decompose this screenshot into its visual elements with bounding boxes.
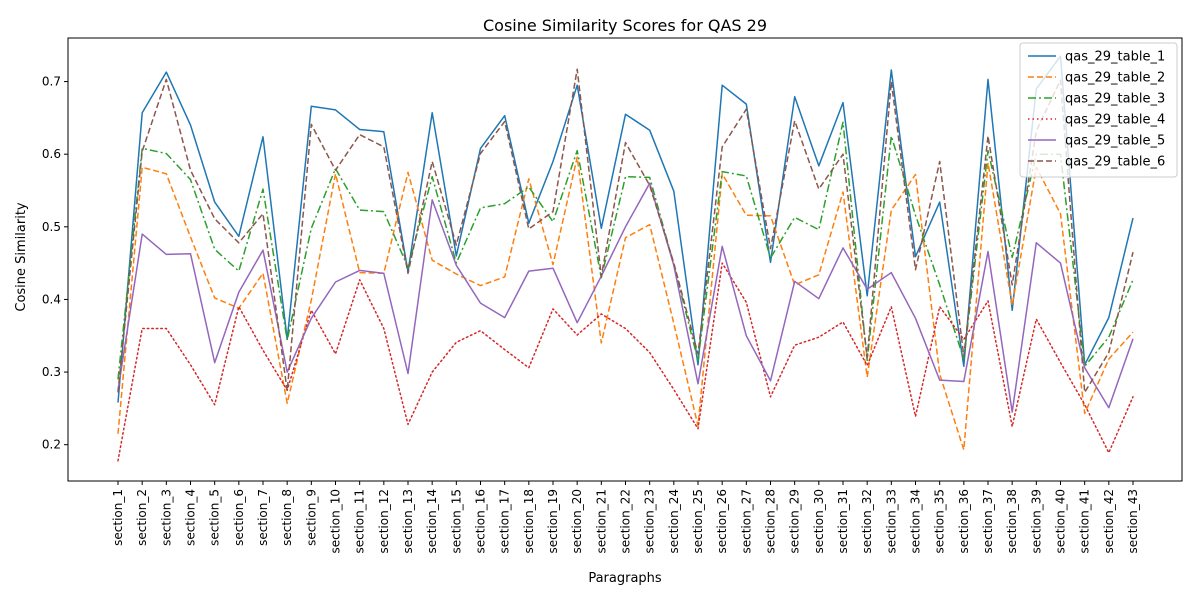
- series-line-qas_29_table_1: [117, 55, 1134, 403]
- series-line-qas_29_table_3: [117, 121, 1134, 380]
- x-tick-label: section_3: [159, 489, 173, 546]
- x-axis-label: Paragraphs: [588, 571, 662, 586]
- x-axis: section_1 section_2 section_3 section_4 sect…: [111, 481, 1140, 554]
- legend-label: qas_29_table_2: [1065, 71, 1165, 86]
- plot-frame: [67, 37, 1183, 482]
- plot-area: [117, 55, 1134, 462]
- x-tick-label: section_5: [208, 489, 222, 546]
- y-tick-label: 0.5: [42, 220, 61, 234]
- legend-label: qas_29_table_5: [1065, 134, 1165, 149]
- x-tick-label: section_18: [522, 489, 536, 554]
- chart-title: Cosine Similarity Scores for QAS 29: [483, 16, 767, 35]
- y-tick-label: 0.4: [42, 292, 61, 306]
- y-tick-label: 0.6: [42, 147, 61, 161]
- y-tick-label: 0.3: [42, 365, 61, 379]
- x-tick-label: section_13: [401, 489, 415, 554]
- x-tick-label: section_2: [135, 489, 149, 546]
- y-tick-label: 0.2: [42, 438, 61, 452]
- x-tick-label: section_25: [691, 489, 705, 554]
- x-tick-label: section_27: [739, 489, 753, 554]
- x-tick-label: section_32: [860, 489, 874, 554]
- x-tick-label: section_19: [546, 489, 560, 554]
- legend-label: qas_29_table_3: [1065, 92, 1165, 107]
- x-tick-label: section_17: [498, 489, 512, 554]
- x-tick-label: section_24: [667, 489, 681, 554]
- series-line-qas_29_table_5: [117, 182, 1134, 413]
- series-line-qas_29_table_2: [117, 156, 1134, 451]
- x-tick-label: section_26: [715, 489, 729, 554]
- x-tick-label: section_35: [933, 489, 947, 554]
- legend: qas_29_table_1 qas_29_table_2 qas_29_table…: [1019, 42, 1178, 178]
- x-tick-label: section_42: [1102, 489, 1116, 554]
- y-tick-label: 0.7: [42, 75, 61, 89]
- series-line-qas_29_table_6: [117, 68, 1134, 394]
- x-tick-label: section_1: [111, 489, 125, 546]
- x-tick-label: section_14: [425, 489, 439, 554]
- x-tick-label: section_21: [594, 489, 608, 554]
- x-tick-label: section_16: [474, 489, 488, 554]
- legend-label: qas_29_table_4: [1065, 113, 1165, 128]
- y-axis-label: Cosine Similarity: [14, 202, 29, 312]
- x-tick-label: section_34: [909, 489, 923, 554]
- legend-label: qas_29_table_1: [1065, 50, 1165, 65]
- legend-box: [1019, 42, 1178, 178]
- x-tick-label: section_7: [256, 489, 270, 546]
- y-axis: 0.2 0.3 0.4 0.5 0.6 0.7: [42, 75, 68, 452]
- x-tick-label: section_38: [1005, 489, 1019, 554]
- x-tick-label: section_22: [619, 489, 633, 554]
- x-tick-label: section_41: [1078, 489, 1092, 554]
- x-tick-label: section_23: [643, 489, 657, 554]
- x-tick-label: section_28: [764, 489, 778, 554]
- x-tick-label: section_37: [981, 489, 995, 554]
- x-tick-label: section_8: [280, 489, 294, 546]
- x-tick-label: section_30: [812, 489, 826, 554]
- x-tick-label: section_36: [957, 489, 971, 554]
- x-tick-label: section_10: [329, 489, 343, 554]
- x-tick-label: section_11: [353, 489, 367, 554]
- x-tick-label: section_9: [304, 489, 318, 546]
- x-tick-label: section_6: [232, 489, 246, 546]
- x-tick-label: section_39: [1029, 489, 1043, 554]
- x-tick-label: section_15: [449, 489, 463, 554]
- x-tick-label: section_40: [1054, 489, 1068, 554]
- x-tick-label: section_33: [884, 489, 898, 554]
- x-tick-label: section_20: [570, 489, 584, 554]
- x-tick-label: section_29: [788, 489, 802, 554]
- x-tick-label: section_12: [377, 489, 391, 554]
- x-tick-label: section_4: [184, 489, 198, 546]
- legend-label: qas_29_table_6: [1065, 155, 1165, 170]
- x-tick-label: section_43: [1126, 489, 1140, 554]
- x-tick-label: section_31: [836, 489, 850, 554]
